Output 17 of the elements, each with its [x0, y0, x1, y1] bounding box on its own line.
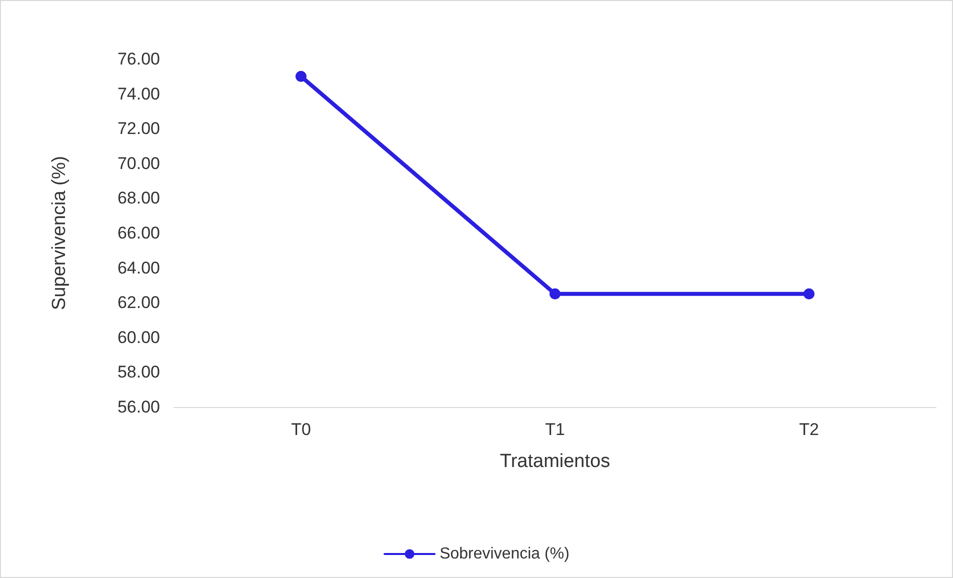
legend-label: Sobrevivencia (%) [440, 546, 570, 562]
y-tick-label: 76.00 [117, 50, 160, 68]
y-tick-label: 62.00 [117, 293, 160, 312]
y-tick-label: 64.00 [117, 258, 160, 278]
y-tick-label: 70.00 [117, 154, 160, 173]
y-tick-label: 66.00 [117, 224, 160, 242]
y-tick-label: 60.00 [117, 328, 160, 347]
x-tick-label: T1 [545, 420, 565, 439]
x-tick-label: T0 [291, 420, 311, 439]
x-tick-label: T2 [799, 420, 819, 439]
x-axis-title: Tratamientos [500, 451, 610, 472]
y-tick-label: 72.00 [117, 119, 160, 138]
y-tick-label: 74.00 [117, 84, 160, 104]
y-tick-label: 68.00 [117, 188, 160, 208]
y-axis-title: Supervivencia (%) [49, 156, 70, 310]
y-tick-label: 56.00 [117, 398, 160, 416]
y-tick-label: 58.00 [117, 362, 160, 382]
